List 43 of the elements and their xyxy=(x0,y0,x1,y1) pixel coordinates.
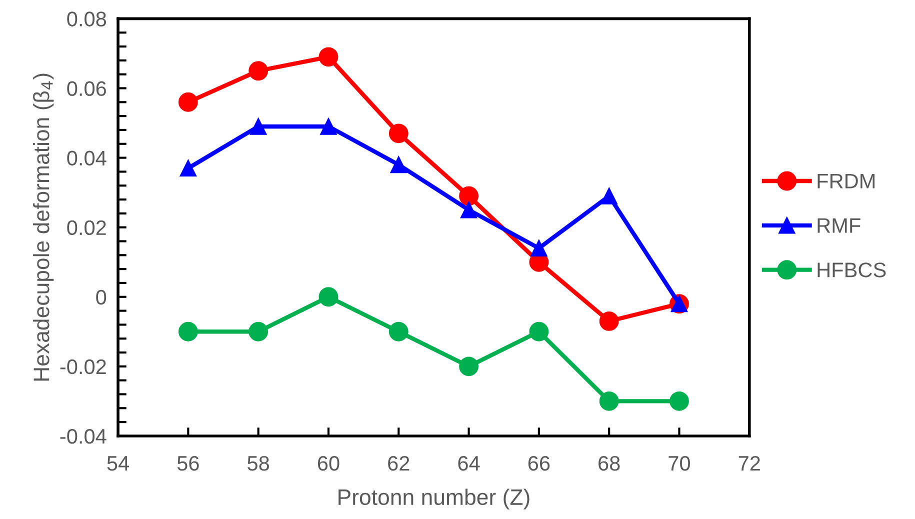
y-tick-label: 0.06 xyxy=(67,81,106,96)
point xyxy=(390,156,407,174)
point xyxy=(460,202,478,218)
y-tick-label: -0.04 xyxy=(60,428,106,444)
point xyxy=(320,118,337,135)
x-tick-label: 70 xyxy=(668,456,690,471)
legend-label: RMF xyxy=(818,218,860,233)
point xyxy=(529,322,549,342)
y-tick-label: 0 xyxy=(96,290,106,305)
point xyxy=(459,186,479,206)
point xyxy=(530,240,548,257)
point xyxy=(180,160,197,177)
y-tick-label: -0.02 xyxy=(60,359,106,374)
x-axis-title: Protonn number (Z) xyxy=(338,488,530,510)
point xyxy=(600,188,618,204)
x-tick-label: 60 xyxy=(318,456,340,471)
point xyxy=(599,391,619,411)
legend-label: FRDM xyxy=(818,174,875,188)
y-tick-label: 0.04 xyxy=(67,150,106,166)
point xyxy=(250,118,267,135)
point xyxy=(388,322,408,342)
point xyxy=(459,356,479,376)
point xyxy=(670,391,689,411)
point xyxy=(599,311,619,331)
x-tick-label: 62 xyxy=(388,456,410,471)
point xyxy=(388,124,408,144)
point xyxy=(318,47,338,67)
x-tick-label: 72 xyxy=(738,456,760,470)
x-tick-label: 56 xyxy=(177,456,199,471)
point xyxy=(178,92,198,112)
point xyxy=(248,322,268,342)
point xyxy=(178,322,198,342)
x-tick-label: 64 xyxy=(458,456,480,471)
legend-label: HFBCS xyxy=(818,262,886,278)
x-tick-label: 58 xyxy=(248,456,270,471)
y-tick-label: 0.08 xyxy=(67,12,106,26)
x-tick-label: 66 xyxy=(528,456,550,471)
x-tick-label: 68 xyxy=(598,456,620,471)
y-axis-title: Hexadecupole deformation (β$_{4}$) xyxy=(33,74,54,381)
point xyxy=(248,61,268,81)
x-tick-label: 54 xyxy=(107,456,130,471)
point xyxy=(318,287,338,307)
y-tick-label: 0.02 xyxy=(67,220,106,236)
